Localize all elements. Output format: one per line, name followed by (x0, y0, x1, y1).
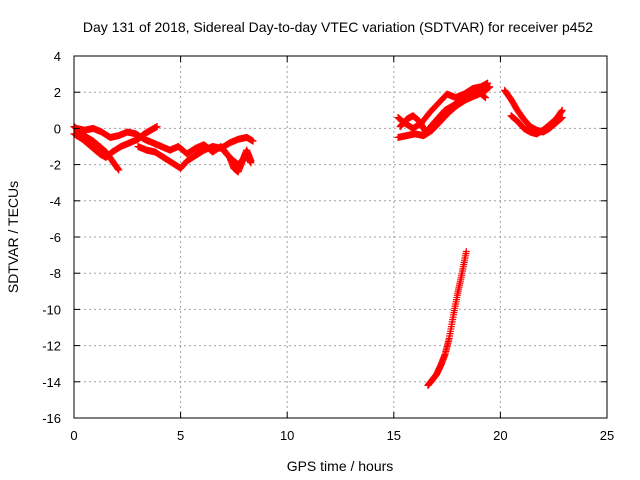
y-tick-label: -14 (42, 375, 61, 390)
y-axis-label: SDTVAR / TECUs (5, 181, 21, 293)
y-tick-label: -16 (42, 411, 61, 426)
y-tick-label: -10 (42, 302, 61, 317)
data-point (115, 166, 123, 174)
y-tick-label: 0 (54, 121, 61, 136)
series-track-e (219, 146, 255, 176)
chart-title: Day 131 of 2018, Sidereal Day-to-day VTE… (83, 19, 593, 35)
x-tick-label: 10 (280, 428, 294, 443)
x-tick-label: 15 (387, 428, 401, 443)
y-tick-label: -4 (49, 194, 61, 209)
data-point (481, 94, 489, 102)
data-point (247, 157, 255, 165)
x-tick-label: 20 (493, 428, 507, 443)
data-point (558, 107, 566, 115)
y-tick-label: 2 (54, 85, 61, 100)
data-point (484, 79, 492, 87)
y-tick-label: 4 (54, 49, 61, 64)
tick-layer: 0 5 10 15 20 25 -16 -14 -12 -10 -8 -6 -4 -2 0 2 4 (42, 49, 614, 443)
data-point (114, 165, 122, 173)
x-axis-label: GPS time / hours (287, 458, 394, 474)
data-layer (70, 79, 566, 389)
series-track-h (396, 86, 489, 136)
series-track-j (507, 106, 566, 138)
y-tick-label: -8 (49, 266, 61, 281)
data-point (558, 106, 566, 114)
x-tick-label: 25 (600, 428, 614, 443)
data-point (249, 137, 257, 145)
series-track-b (70, 123, 161, 161)
y-tick-label: -12 (42, 339, 61, 354)
series-track-d (134, 133, 257, 172)
data-point (481, 93, 489, 101)
x-tick-label: 0 (70, 428, 77, 443)
data-point (480, 92, 488, 100)
data-point (462, 247, 470, 255)
y-tick-label: -6 (49, 230, 61, 245)
y-tick-label: -2 (49, 158, 61, 173)
grid-layer (74, 56, 607, 418)
x-tick-label: 5 (177, 428, 184, 443)
data-point (153, 123, 161, 131)
series-track-k (424, 247, 470, 389)
